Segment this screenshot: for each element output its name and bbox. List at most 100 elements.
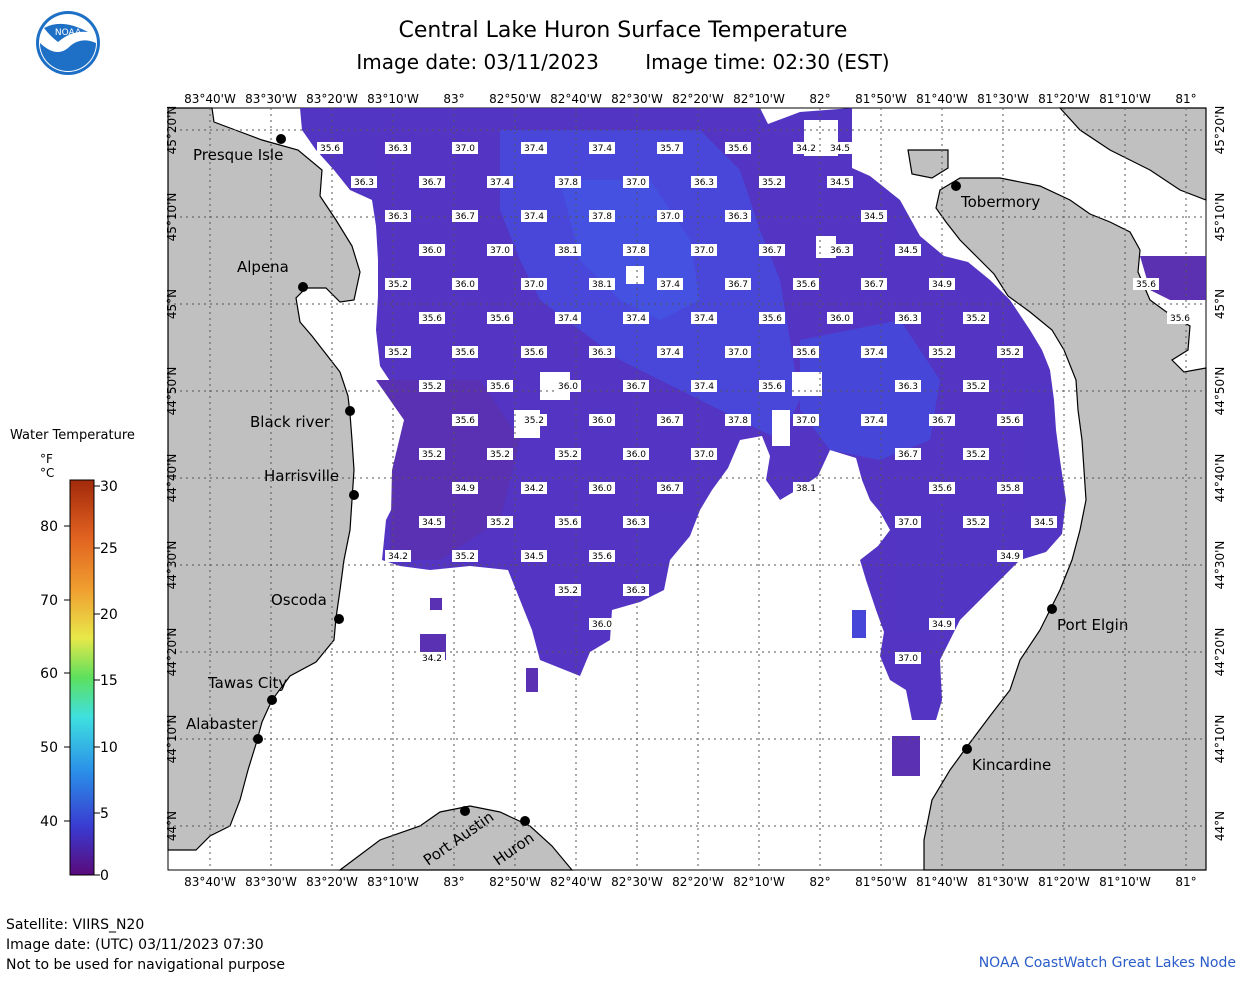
lon-label-bottom: 83°40'W	[184, 875, 236, 889]
temperature-label: 34.5	[827, 142, 853, 154]
temperature-label: 36.0	[419, 244, 445, 256]
temperature-label: 36.0	[589, 618, 615, 630]
temperature-label: 37.8	[725, 414, 751, 426]
graticule	[168, 108, 1206, 870]
temperature-label: 35.6	[452, 414, 478, 426]
temperature-label: 36.7	[861, 278, 887, 290]
temperature-label: 37.0	[657, 210, 683, 222]
svg-text:35.6: 35.6	[1170, 314, 1190, 324]
svg-text:34.9: 34.9	[1000, 552, 1020, 562]
temperature-label: 37.8	[555, 176, 581, 188]
lat-label-left: 45°20'N	[165, 106, 179, 155]
temperature-label: 36.0	[452, 278, 478, 290]
legend-f-tick: 60	[40, 666, 58, 682]
svg-text:Kincardine: Kincardine	[972, 756, 1051, 774]
footer-info: Satellite: VIIRS_N20 Image date: (UTC) 0…	[6, 915, 285, 975]
svg-text:35.2: 35.2	[966, 382, 986, 392]
svg-text:35.6: 35.6	[762, 314, 782, 324]
temperature-label: 35.6	[759, 312, 785, 324]
legend-units: °F°C	[40, 452, 130, 480]
temperature-label: 36.7	[657, 482, 683, 494]
legend-f-tick: 80	[40, 519, 58, 535]
svg-text:Tawas City: Tawas City	[207, 674, 287, 692]
svg-text:36.3: 36.3	[626, 586, 646, 596]
temperature-label: 35.6	[317, 142, 343, 154]
lat-label-right: 44°50'N	[1213, 367, 1227, 416]
temperature-label: 36.3	[351, 176, 377, 188]
lon-label-top: 83°10'W	[367, 92, 419, 106]
lat-label-right: 44°20'N	[1213, 628, 1227, 677]
legend-c-tick: 5	[100, 806, 109, 822]
svg-text:36.3: 36.3	[830, 246, 850, 256]
svg-text:34.5: 34.5	[864, 212, 884, 222]
svg-text:36.0: 36.0	[422, 246, 442, 256]
legend-unit-f: °F	[40, 452, 53, 466]
svg-text:37.0: 37.0	[524, 280, 544, 290]
temperature-label: 34.5	[895, 244, 921, 256]
lon-label-top: 81°40'W	[916, 92, 968, 106]
place-marker: Black river	[250, 406, 355, 431]
lon-label-top: 81°20'W	[1038, 92, 1090, 106]
temperature-label: 35.2	[963, 312, 989, 324]
temperature-label: 34.9	[452, 482, 478, 494]
svg-text:36.7: 36.7	[898, 450, 918, 460]
svg-text:35.2: 35.2	[422, 382, 442, 392]
temperature-label: 35.6	[793, 278, 819, 290]
lon-label-top: 82°	[809, 92, 830, 106]
svg-text:34.2: 34.2	[796, 144, 816, 154]
svg-text:Tobermory: Tobermory	[960, 193, 1040, 211]
svg-text:34.9: 34.9	[932, 620, 952, 630]
svg-text:36.3: 36.3	[592, 348, 612, 358]
svg-text:35.8: 35.8	[1000, 484, 1020, 494]
lon-label-bottom: 81°20'W	[1038, 875, 1090, 889]
legend-unit-c: °C	[40, 466, 55, 480]
svg-text:35.6: 35.6	[490, 382, 510, 392]
svg-text:37.4: 37.4	[524, 144, 544, 154]
svg-text:36.7: 36.7	[455, 212, 475, 222]
svg-text:36.0: 36.0	[830, 314, 850, 324]
svg-text:38.1: 38.1	[558, 246, 578, 256]
legend-c-tick: 20	[100, 607, 118, 623]
latitude-labels-right: 45°20'N 45°10'N 45°N 44°50'N 44°40'N 44°30'N 4…	[1213, 106, 1227, 842]
temperature-label: 36.3	[725, 210, 751, 222]
temperature-label: 35.2	[385, 278, 411, 290]
svg-text:36.7: 36.7	[728, 280, 748, 290]
lat-label-right: 45°20'N	[1213, 106, 1227, 155]
temperature-label: 37.4	[589, 142, 615, 154]
svg-text:35.2: 35.2	[490, 518, 510, 528]
temperature-label: 35.2	[555, 584, 581, 596]
place-marker: Presque Isle	[193, 134, 286, 164]
lon-label-top: 82°50'W	[489, 92, 541, 106]
svg-text:36.3: 36.3	[626, 518, 646, 528]
temperature-label: 36.0	[827, 312, 853, 324]
latitude-labels-left: 45°20'N 45°10'N 45°N 44°50'N 44°40'N 44°30'N 4…	[165, 106, 179, 842]
svg-text:37.4: 37.4	[660, 348, 680, 358]
temperature-label: 37.4	[691, 312, 717, 324]
lon-label-bottom: 83°30'W	[245, 875, 297, 889]
svg-text:36.3: 36.3	[694, 178, 714, 188]
svg-text:36.3: 36.3	[354, 178, 374, 188]
temperature-label: 36.7	[895, 448, 921, 460]
svg-text:NOAA: NOAA	[55, 28, 82, 38]
image-date-local: Image date: 03/11/2023	[356, 50, 599, 74]
svg-text:35.2: 35.2	[1000, 348, 1020, 358]
lon-label-bottom: 82°30'W	[611, 875, 663, 889]
lon-label-bottom: 81°	[1175, 875, 1196, 889]
lat-label-left: 44°30'N	[165, 541, 179, 590]
svg-text:35.7: 35.7	[660, 144, 680, 154]
lon-label-top: 82°30'W	[611, 92, 663, 106]
lon-label-top: 82°10'W	[733, 92, 785, 106]
svg-text:35.6: 35.6	[455, 416, 475, 426]
svg-text:38.1: 38.1	[592, 280, 612, 290]
svg-text:35.2: 35.2	[524, 416, 544, 426]
temperature-label: 36.0	[589, 482, 615, 494]
lon-label-bottom: 81°10'W	[1099, 875, 1151, 889]
temperature-label: 36.3	[895, 380, 921, 392]
svg-text:36.7: 36.7	[762, 246, 782, 256]
svg-text:37.0: 37.0	[898, 654, 918, 664]
lon-label-bottom: 83°20'W	[306, 875, 358, 889]
svg-text:36.7: 36.7	[864, 280, 884, 290]
credit-link[interactable]: NOAA CoastWatch Great Lakes Node	[978, 955, 1236, 971]
legend-f-tick: 70	[40, 593, 58, 609]
svg-text:36.3: 36.3	[388, 144, 408, 154]
